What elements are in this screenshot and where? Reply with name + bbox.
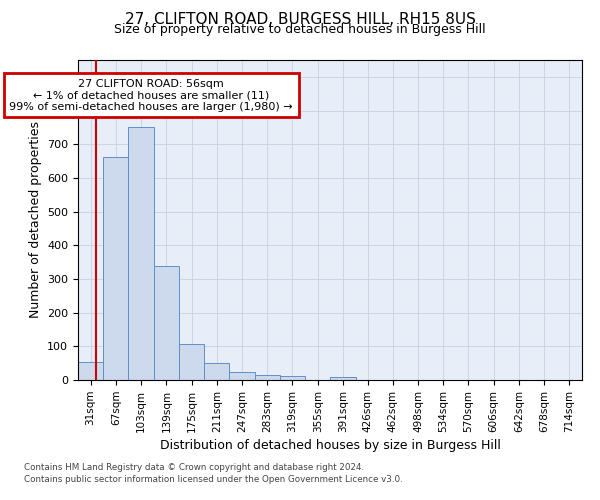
Bar [254, 374, 280, 380]
Bar [179, 344, 204, 380]
Text: Size of property relative to detached houses in Burgess Hill: Size of property relative to detached ho… [114, 24, 486, 36]
Text: 27, CLIFTON ROAD, BURGESS HILL, RH15 8US: 27, CLIFTON ROAD, BURGESS HILL, RH15 8US [125, 12, 475, 28]
Bar [229, 372, 254, 380]
Bar [331, 376, 356, 380]
Text: Contains HM Land Registry data © Crown copyright and database right 2024.: Contains HM Land Registry data © Crown c… [24, 464, 364, 472]
Y-axis label: Number of detached properties: Number of detached properties [29, 122, 41, 318]
X-axis label: Distribution of detached houses by size in Burgess Hill: Distribution of detached houses by size … [160, 439, 500, 452]
Bar [128, 128, 154, 380]
Bar [103, 156, 128, 380]
Bar [78, 362, 103, 380]
Bar [204, 363, 229, 380]
Text: 27 CLIFTON ROAD: 56sqm
← 1% of detached houses are smaller (11)
99% of semi-deta: 27 CLIFTON ROAD: 56sqm ← 1% of detached … [10, 78, 293, 112]
Text: Contains public sector information licensed under the Open Government Licence v3: Contains public sector information licen… [24, 475, 403, 484]
Bar [280, 376, 305, 380]
Bar [154, 266, 179, 380]
